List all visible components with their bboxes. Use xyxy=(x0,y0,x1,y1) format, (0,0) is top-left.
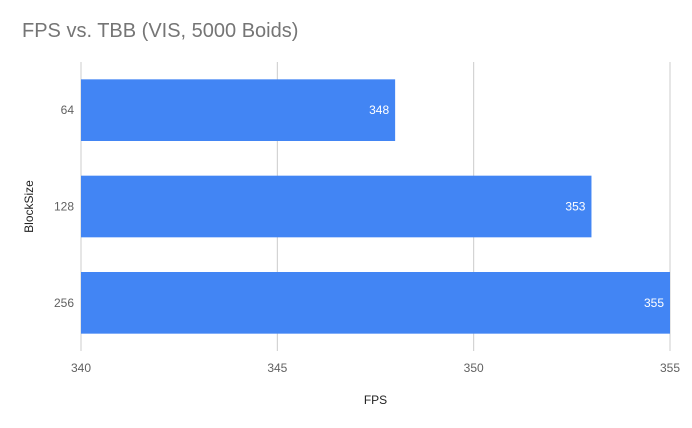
y-tick-label: 64 xyxy=(61,103,75,117)
bar-64 xyxy=(81,79,396,141)
x-tick-label: 340 xyxy=(71,361,91,375)
data-labels: 348 353 355 xyxy=(369,103,664,310)
data-label: 353 xyxy=(565,200,585,214)
bar-256 xyxy=(81,272,670,334)
x-tick-label: 345 xyxy=(267,361,287,375)
y-tick-label: 256 xyxy=(54,296,74,310)
y-tick-label: 128 xyxy=(54,200,74,214)
y-axis-title: BlockSize xyxy=(22,180,36,233)
data-label: 348 xyxy=(369,103,389,117)
y-tick-labels: 64 128 256 xyxy=(54,103,74,310)
x-axis-title: FPS xyxy=(364,393,387,407)
data-label: 355 xyxy=(644,296,664,310)
bars xyxy=(81,79,670,334)
chart-title: FPS vs. TBB (VIS, 5000 Boids) xyxy=(22,20,299,42)
x-tick-label: 355 xyxy=(660,361,680,375)
x-tick-label: 350 xyxy=(464,361,484,375)
x-tick-labels: 340 345 350 355 xyxy=(71,361,680,375)
bar-128 xyxy=(81,175,592,238)
